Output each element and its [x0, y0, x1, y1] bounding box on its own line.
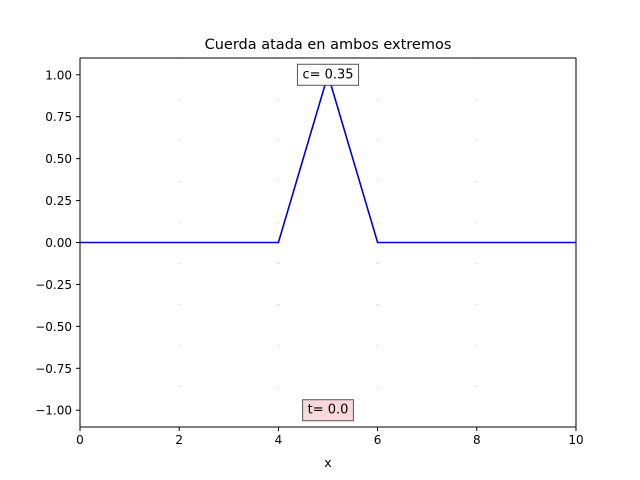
annotation-box: [296, 63, 360, 86]
x-tick-label: 6: [374, 433, 382, 447]
x-tick-label: 10: [568, 433, 583, 447]
y-tick-label: −0.75: [35, 362, 72, 376]
x-axis: 0 2 4 6 8 10: [76, 427, 584, 447]
x-tick-label: 0: [76, 433, 84, 447]
y-tick-label: 0.50: [45, 152, 72, 166]
y-tick-label: 0.00: [45, 236, 72, 250]
x-tick-label: 4: [275, 433, 283, 447]
annotation: t= 0.0: [302, 399, 354, 422]
annotation-box: [302, 399, 354, 422]
y-axis: −1.00 −0.75 −0.50 −0.25 0.00 0.25 0.50 0.75 1.00: [35, 68, 80, 418]
chart-title: Cuerda atada en ambos extremos: [205, 37, 452, 53]
y-tick-label: −0.50: [35, 320, 72, 334]
x-axis-label: x: [324, 455, 331, 470]
annotation-text: t= 0.0: [308, 403, 349, 418]
annotations: c= 0.35 t= 0.0: [296, 63, 360, 422]
y-tick-label: −1.00: [35, 404, 72, 418]
x-tick-label: 8: [473, 433, 481, 447]
annotation-text: c= 0.35: [302, 67, 353, 82]
y-tick-label: 0.75: [45, 110, 72, 124]
y-tick-label: 0.25: [45, 194, 72, 208]
y-tick-label: −0.25: [35, 278, 72, 292]
annotation: c= 0.35: [296, 63, 360, 86]
x-tick-label: 2: [175, 433, 183, 447]
y-tick-label: 1.00: [45, 68, 72, 82]
